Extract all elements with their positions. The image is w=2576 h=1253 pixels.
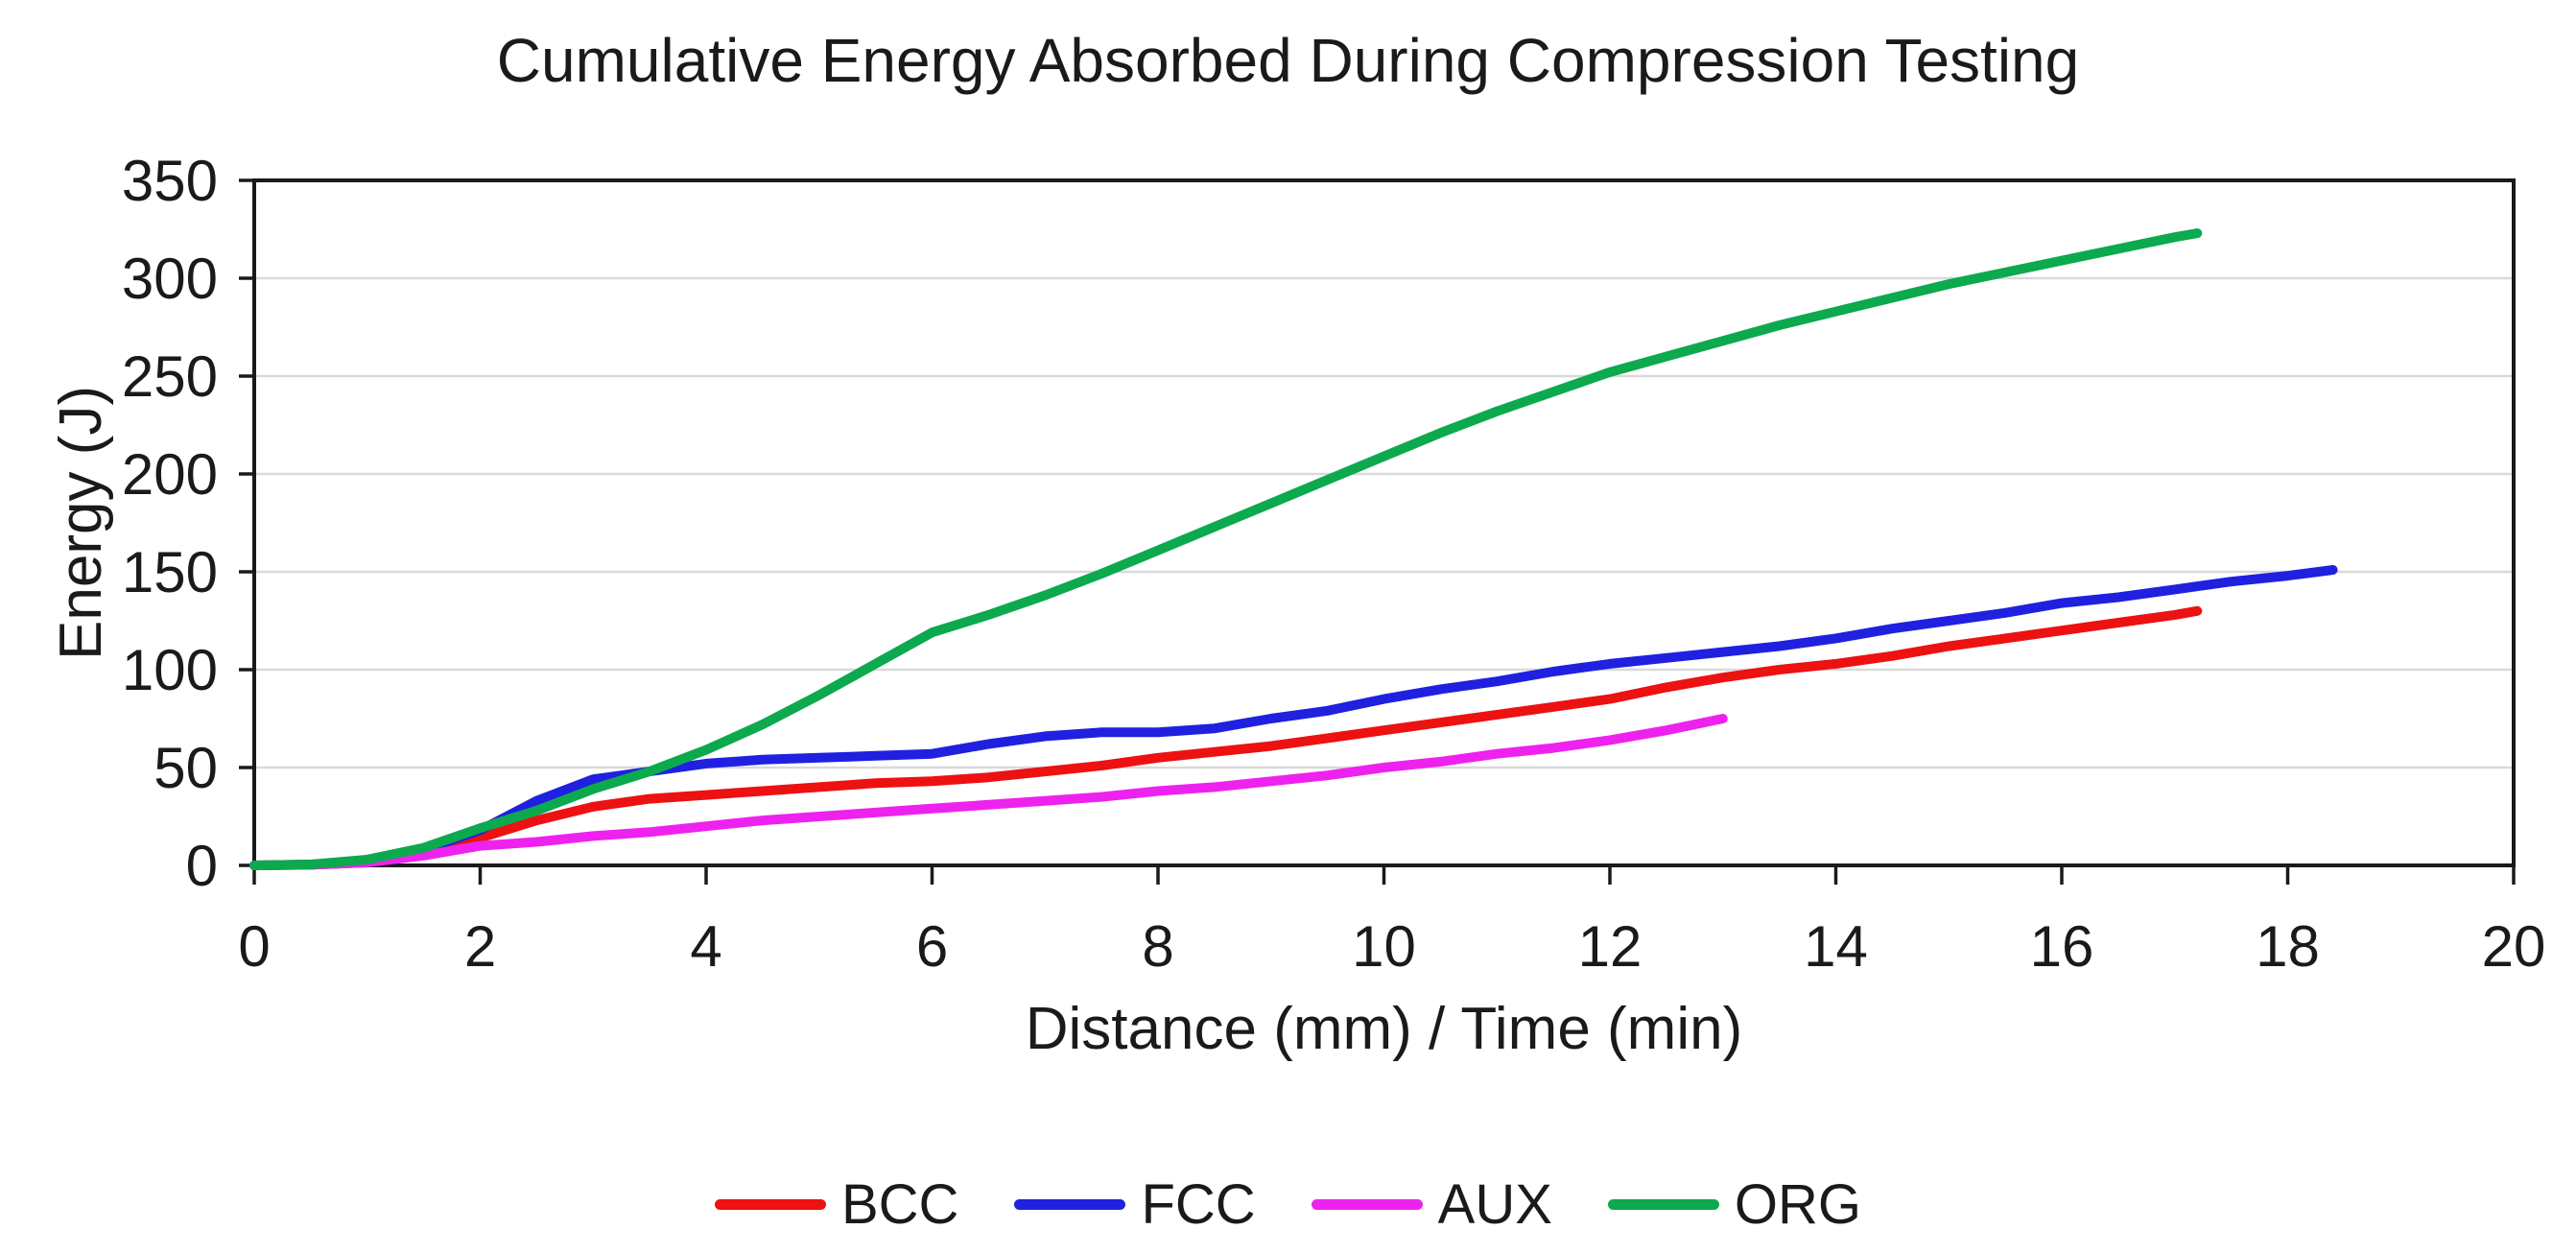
x-tick-label-20: 20 — [2482, 914, 2546, 979]
series-line-bcc — [249, 605, 2203, 870]
y-tick-label-300: 300 — [122, 247, 218, 311]
x-axis-title: Distance (mm) / Time (min) — [1026, 996, 1742, 1062]
series-line-fcc — [249, 565, 2338, 870]
y-tick-label-200: 200 — [122, 442, 218, 507]
legend-swatch-fcc — [1014, 1199, 1126, 1210]
x-tick-label-12: 12 — [1578, 914, 1642, 979]
x-tick-label-10: 10 — [1352, 914, 1416, 979]
x-tick-label-16: 16 — [2030, 914, 2094, 979]
plot-border — [252, 178, 2516, 867]
legend-item-fcc: FCC — [1014, 1172, 1256, 1237]
legend-item-aux: AUX — [1311, 1172, 1552, 1237]
y-tick-label-350: 350 — [122, 149, 218, 213]
series-line-org — [249, 228, 2203, 870]
x-tick-label-2: 2 — [464, 914, 496, 979]
x-tick-label-14: 14 — [1804, 914, 1868, 979]
legend-swatch-aux — [1311, 1199, 1423, 1210]
y-tick-label-250: 250 — [122, 344, 218, 409]
legend-label-fcc: FCC — [1141, 1173, 1256, 1236]
legend-swatch-bcc — [714, 1199, 826, 1210]
y-tick-label-0: 0 — [186, 834, 218, 898]
y-axis-title: Energy (J) — [48, 386, 114, 660]
x-tick-label-8: 8 — [1142, 914, 1173, 979]
legend-item-bcc: BCC — [714, 1172, 959, 1237]
plot-frame — [252, 178, 2516, 867]
series-line-aux — [249, 714, 1728, 870]
legend: BCC FCC AUX ORG — [0, 1172, 2576, 1237]
axis-ticks — [239, 178, 2516, 885]
legend-label-bcc: BCC — [840, 1173, 959, 1236]
x-tick-label-0: 0 — [238, 914, 270, 979]
legend-item-org: ORG — [1607, 1172, 1862, 1237]
legend-label-org: ORG — [1734, 1173, 1862, 1236]
legend-swatch-org — [1607, 1199, 1719, 1210]
y-tick-label-50: 50 — [154, 736, 218, 800]
gridlines — [254, 276, 2514, 769]
legend-label-aux: AUX — [1437, 1173, 1552, 1236]
chart-title: Cumulative Energy Absorbed During Compre… — [496, 26, 2080, 95]
y-tick-label-150: 150 — [122, 540, 218, 604]
series-lines — [249, 228, 2338, 870]
y-tick-label-100: 100 — [122, 638, 218, 702]
x-tick-label-18: 18 — [2256, 914, 2320, 979]
x-tick-label-6: 6 — [916, 914, 948, 979]
x-tick-label-4: 4 — [690, 914, 721, 979]
